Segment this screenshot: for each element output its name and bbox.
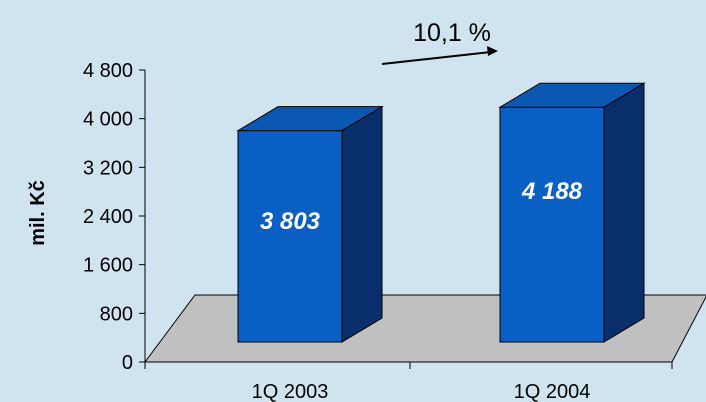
x-tick-label: 1Q 2003 xyxy=(252,381,329,402)
axis-layer: 0 800 1 600 2 400 3 200 4 000 4 800 xyxy=(83,60,673,374)
y-tick-label: 4 800 xyxy=(83,60,133,82)
bar-front xyxy=(237,130,343,343)
label-layer: mil. Kč 10,1 % 1Q 2003 1Q 2004 3 803 4 188 xyxy=(27,19,590,402)
y-axis-title: mil. Kč xyxy=(27,180,49,246)
growth-annotation: 10,1 % xyxy=(413,19,491,47)
y-tick-label: 3 200 xyxy=(83,157,133,179)
bar-layer xyxy=(236,82,646,343)
x-tick-label: 1Q 2004 xyxy=(514,381,591,402)
bar-side xyxy=(341,105,383,343)
bar-value-label: 4 188 xyxy=(521,178,583,205)
y-tick-label: 2 400 xyxy=(83,206,133,228)
bar-side xyxy=(603,82,645,343)
growth-arrow xyxy=(381,46,498,65)
bar-front xyxy=(499,106,605,343)
bar-value-label: 3 803 xyxy=(260,208,321,235)
y-tick-label: 4 000 xyxy=(83,109,133,131)
y-tick-label: 1 600 xyxy=(83,255,133,277)
y-tick-label: 800 xyxy=(100,303,133,325)
y-tick-label: 0 xyxy=(122,352,133,374)
